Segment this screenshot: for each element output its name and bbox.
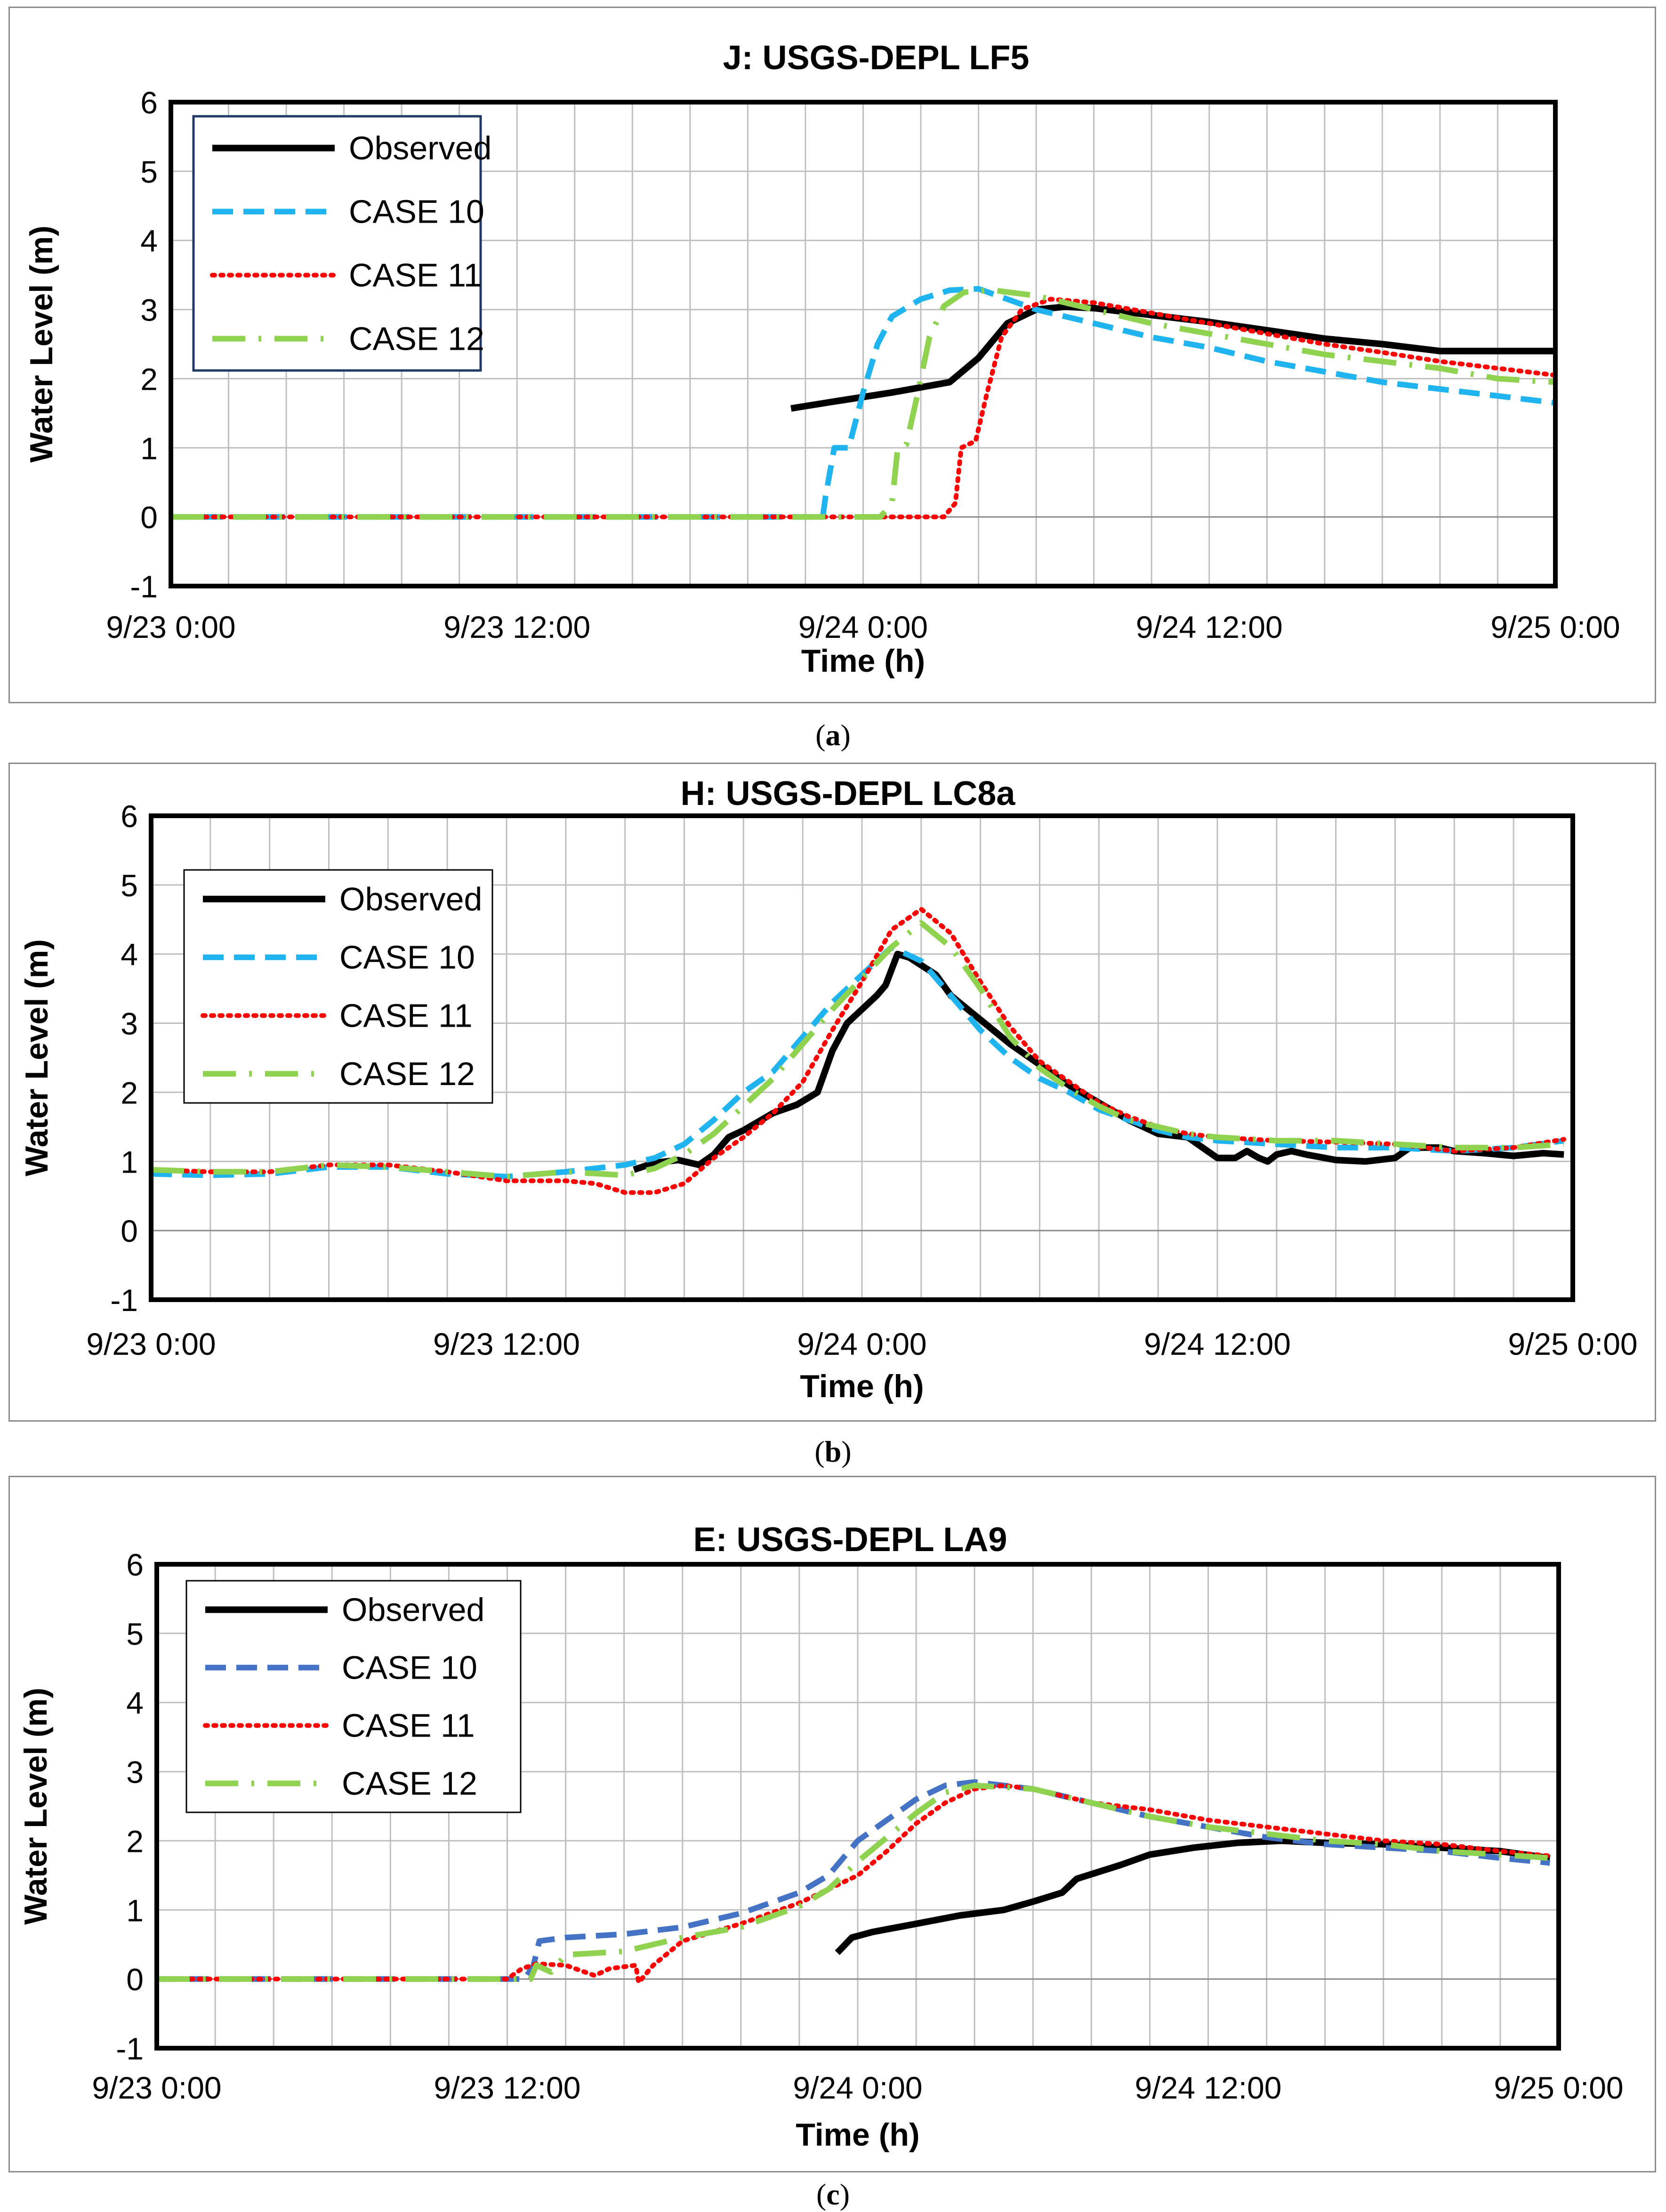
y-tick-label: 0: [140, 500, 158, 535]
y-tick-label: -1: [116, 2031, 144, 2066]
x-tick-label: 9/23 12:00: [434, 2070, 581, 2105]
series-line-case-11: [154, 1783, 1553, 1985]
series-line-case-12: [171, 287, 1556, 520]
x-tick-label: 9/24 0:00: [798, 610, 928, 644]
y-tick-label: 3: [121, 1006, 138, 1041]
series-line-observed: [790, 303, 1555, 412]
chart-title: H: USGS-DEPL LC8a: [681, 775, 1016, 812]
legend-label: CASE 10: [349, 193, 484, 230]
y-tick-label: 6: [126, 1547, 144, 1582]
y-tick-label: 1: [121, 1144, 138, 1179]
y-axis-label: Water Level (m): [24, 225, 59, 463]
y-tick-label: -1: [110, 1283, 138, 1318]
y-tick-label: 3: [126, 1755, 144, 1790]
legend-label: CASE 12: [349, 321, 484, 357]
legend-label: CASE 12: [339, 1055, 475, 1092]
caption-c-letter: c: [826, 2178, 840, 2211]
y-axis-label: Water Level (m): [18, 1688, 54, 1925]
series-line-case-10: [157, 1779, 1550, 1982]
legend: Observed CASE 10 CASE 11 CASE 12: [192, 115, 491, 372]
legend: Observed CASE 10 CASE 11 CASE 12: [185, 1580, 522, 1813]
legend-label: CASE 10: [342, 1649, 477, 1686]
series-line-case-12: [157, 1782, 1550, 1982]
legend-box: [183, 869, 493, 1104]
y-tick-label: 4: [126, 1686, 144, 1721]
chart-title: J: USGS-DEPL LF5: [723, 39, 1030, 77]
y-tick-label: 5: [126, 1617, 144, 1651]
legend-label: CASE 11: [339, 997, 473, 1034]
series-line-case-11: [169, 297, 1558, 520]
caption-b: (b): [814, 1435, 852, 1468]
legend-label: Observed: [342, 1592, 484, 1628]
caption-a-letter: a: [825, 718, 841, 752]
caption-c: (c): [816, 2178, 850, 2211]
series-line-observed: [835, 1837, 1551, 1955]
x-tick-label: 9/25 0:00: [1494, 2070, 1623, 2105]
x-axis-label: Time (h): [801, 643, 925, 679]
chart-title: E: USGS-DEPL LA9: [693, 1521, 1007, 1559]
x-tick-label: 9/24 0:00: [797, 1327, 926, 1361]
x-tick-label: 9/23 0:00: [106, 610, 235, 644]
legend-label: CASE 11: [349, 257, 482, 294]
plot-area-frame: [149, 813, 1575, 1302]
x-tick-label: 9/23 0:00: [92, 2070, 221, 2105]
legend-box: [192, 115, 482, 372]
chart-c-svg: -1 0 1 2 3 4 5 6 9/23 0:00 9/23 12:00 9/24 0:00 9/2…: [18, 1521, 1624, 2153]
x-tick-label: 9/23 12:00: [433, 1327, 580, 1361]
legend-label: CASE 10: [339, 939, 475, 976]
x-tick-label: 9/24 0:00: [793, 2070, 922, 2105]
caption-a: (a): [815, 718, 851, 752]
chart-panel-b: -1 0 1 2 3 4 5 6 9/23 0:00 9/23 12:00 9/24 0:00 9/2…: [8, 763, 1656, 1422]
y-tick-label: 2: [140, 362, 158, 396]
y-tick-label: 6: [140, 85, 158, 120]
legend-label: Observed: [339, 881, 482, 917]
y-tick-label: -1: [130, 569, 158, 604]
y-tick-label: 5: [121, 868, 138, 903]
y-tick-label: 3: [140, 293, 158, 328]
x-tick-label: 9/25 0:00: [1490, 610, 1620, 644]
legend-box: [185, 1580, 522, 1813]
legend: Observed CASE 10 CASE 11 CASE 12: [183, 869, 493, 1104]
chart-panel-c: -1 0 1 2 3 4 5 6 9/23 0:00 9/23 12:00 9/24 0:00 9/2…: [8, 1476, 1656, 2172]
y-tick-label: 5: [140, 154, 158, 189]
legend-label: Observed: [349, 130, 491, 167]
series-line-case-12: [151, 920, 1564, 1180]
y-tick-label: 1: [126, 1893, 144, 1928]
y-axis-label: Water Level (m): [19, 939, 55, 1176]
y-tick-label: 4: [121, 937, 138, 972]
x-tick-label: 9/24 12:00: [1136, 610, 1283, 644]
y-tick-label: 0: [126, 1962, 144, 1997]
legend-label: CASE 12: [342, 1765, 477, 1802]
x-tick-label: 9/23 12:00: [443, 610, 590, 644]
series-line-case-10: [171, 286, 1556, 520]
x-tick-label: 9/24 12:00: [1135, 2070, 1282, 2105]
y-tick-label: 2: [121, 1075, 138, 1110]
x-tick-label: 9/25 0:00: [1508, 1327, 1637, 1361]
y-tick-label: 6: [121, 799, 138, 834]
legend-label: CASE 11: [342, 1707, 475, 1744]
y-tick-label: 4: [140, 224, 158, 258]
chart-a-svg: -1 0 1 2 3 4 5 6 9/23 0:00 9/23 12:00 9/24 0:00 9/2…: [24, 39, 1620, 679]
x-axis-label: Time (h): [796, 2117, 919, 2153]
y-tick-label: 2: [126, 1824, 144, 1858]
y-tick-label: 0: [121, 1214, 138, 1248]
x-axis-label: Time (h): [800, 1368, 924, 1404]
caption-b-letter: b: [824, 1435, 842, 1468]
chart-b-svg: -1 0 1 2 3 4 5 6 9/23 0:00 9/23 12:00 9/24 0:00 9/2…: [19, 775, 1638, 1404]
plot-area-frame: [154, 1562, 1561, 2051]
x-tick-label: 9/24 12:00: [1144, 1327, 1291, 1361]
plot-area-frame: [169, 100, 1558, 588]
y-tick-label: 1: [140, 431, 158, 466]
chart-panel-a: -1 0 1 2 3 4 5 6 9/23 0:00 9/23 12:00 9/24 0:00 9/2…: [8, 7, 1656, 703]
x-tick-label: 9/23 0:00: [86, 1327, 216, 1361]
